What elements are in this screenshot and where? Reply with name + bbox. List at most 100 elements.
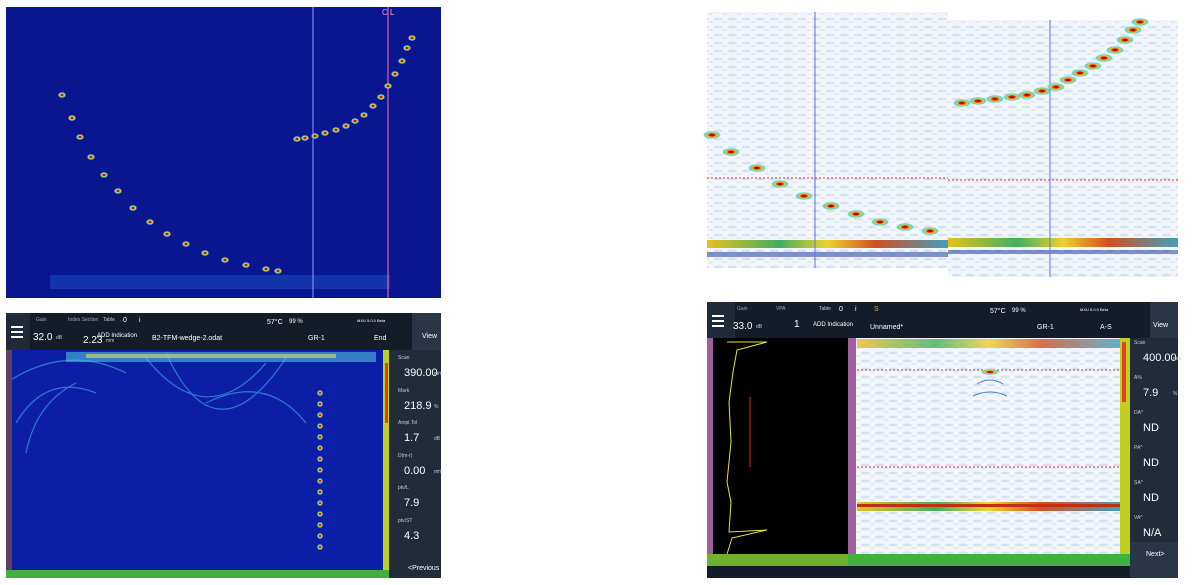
indication: [317, 434, 323, 440]
indication: [317, 423, 323, 429]
indication: [293, 136, 301, 142]
indication: [317, 478, 323, 484]
reading-label: SA^: [1134, 480, 1144, 486]
file-name[interactable]: Unnamed*: [870, 324, 904, 331]
battery: 99 %: [1012, 308, 1026, 314]
indication: [921, 227, 939, 235]
ascan-cscan: [707, 302, 1178, 578]
view-button[interactable]: View: [1153, 322, 1169, 329]
group[interactable]: GR-1: [308, 335, 325, 342]
indication: [114, 188, 122, 194]
layout[interactable]: A-S: [1100, 324, 1112, 331]
indication: [703, 131, 721, 139]
table-count: 0: [839, 306, 843, 313]
indication: [301, 135, 309, 141]
indication: [274, 268, 282, 274]
indications: [703, 18, 1149, 235]
indication: [896, 223, 914, 231]
version: MXU 5.0.0 Beta: [1080, 307, 1109, 312]
indication: [403, 45, 411, 51]
indication: [68, 115, 76, 121]
indication: [1071, 69, 1089, 77]
indication: [953, 99, 971, 107]
indication: [317, 533, 323, 539]
layout[interactable]: End: [374, 335, 387, 342]
indication: [795, 192, 813, 200]
previous-button[interactable]: <Previous: [408, 565, 440, 572]
indication: [100, 172, 108, 178]
indication: [1059, 76, 1077, 84]
reading-unit: %: [1173, 391, 1178, 397]
gain-value: 32.0: [33, 332, 53, 343]
sector-image: [707, 12, 948, 268]
gain-value: 33.0: [733, 321, 753, 332]
indication: [58, 92, 66, 98]
view-button[interactable]: View: [422, 333, 438, 340]
indication: [1095, 54, 1113, 62]
indications: [58, 35, 416, 274]
indication: [332, 127, 340, 133]
reading-value: ND: [1143, 492, 1159, 504]
reading-unit: dB: [434, 436, 441, 442]
indication: [1116, 36, 1134, 44]
battery: 99 %: [289, 319, 303, 325]
group[interactable]: GR-1: [1037, 324, 1054, 331]
index-label: Index Section: [68, 317, 99, 323]
reading-value: 390.00: [404, 367, 438, 379]
add-indication[interactable]: ADD Indication: [97, 333, 138, 339]
file-name[interactable]: B2-TFM-wedge-2.odat: [152, 335, 223, 342]
indication: [391, 71, 399, 77]
indication: [321, 130, 329, 136]
indication: [377, 94, 385, 100]
indication: [1131, 18, 1149, 26]
indication: [76, 134, 84, 140]
indication: [1084, 62, 1102, 70]
indication: [317, 522, 323, 528]
indication: [969, 97, 987, 105]
info[interactable]: i: [139, 317, 141, 324]
reading-label: Mark: [398, 387, 410, 394]
backwall: [707, 252, 948, 257]
bscan: [6, 313, 441, 578]
vpa-label: VPA: [776, 306, 786, 312]
backwall: [707, 240, 948, 248]
reading-value: N/A: [1143, 527, 1162, 539]
indication: [221, 257, 229, 263]
indication: [771, 180, 789, 188]
table-label: Table: [819, 306, 831, 312]
indication: [129, 205, 137, 211]
reading-value: 4.3: [404, 529, 420, 542]
info[interactable]: i: [855, 306, 857, 313]
reading-unit: mm: [1173, 356, 1182, 362]
gain-label: Gain: [737, 306, 748, 312]
indication: [748, 164, 766, 172]
indication: [146, 219, 154, 225]
backwall: [50, 275, 390, 289]
gain-unit: dB: [56, 335, 63, 341]
indication: [317, 544, 323, 550]
indication: [182, 241, 190, 247]
next-button[interactable]: Next>: [1146, 551, 1165, 558]
reading-label: DA^: [1134, 410, 1144, 416]
indication: [242, 262, 250, 268]
backwall: [948, 238, 1178, 247]
reading-value: 7.9: [404, 497, 420, 509]
indication: [1124, 26, 1142, 34]
indication: [201, 250, 209, 256]
indication: [1047, 83, 1065, 91]
indication: [1003, 93, 1021, 101]
indication: [317, 401, 323, 407]
indication: [398, 58, 406, 64]
indication: [369, 103, 377, 109]
add-indication[interactable]: ADD Indication: [813, 322, 854, 328]
tfm-image: [6, 7, 441, 298]
reading-label: ptv/ST: [398, 517, 413, 524]
version: MXU 5.0.0 Beta: [357, 318, 386, 323]
indication: [163, 231, 171, 237]
gain-label: Gain: [36, 317, 47, 323]
cursor-label: C L: [382, 8, 395, 17]
reading-label: Scan: [1134, 340, 1146, 346]
indication: [317, 390, 323, 396]
